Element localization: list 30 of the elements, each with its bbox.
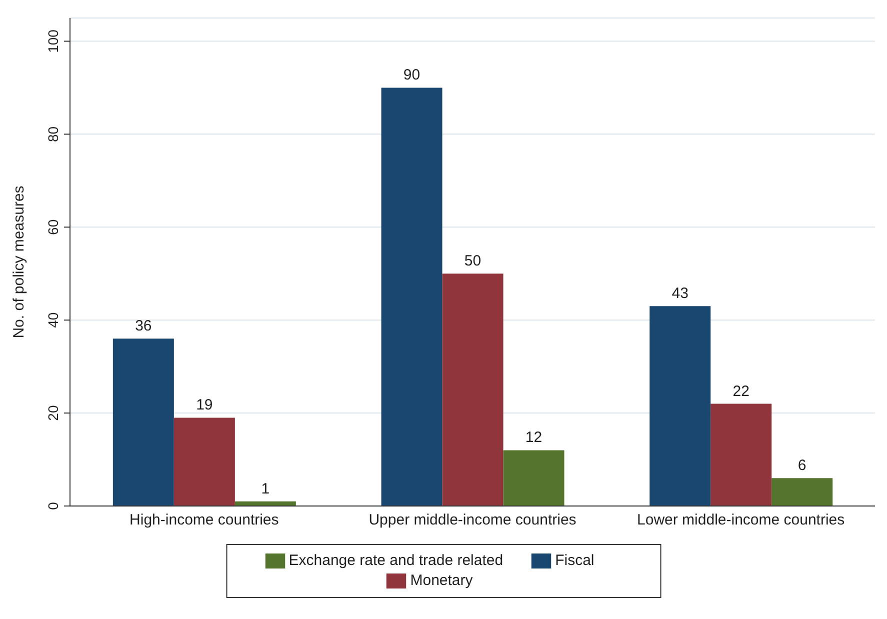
data-label: 50 — [464, 252, 482, 270]
data-label: 90 — [403, 66, 420, 84]
data-label: 6 — [798, 457, 806, 474]
y-tick-label: 20 — [45, 405, 61, 421]
data-label: 1 — [261, 480, 270, 498]
bar — [174, 418, 235, 506]
legend-label: Exchange rate and trade related — [288, 552, 504, 569]
y-tick-label: 80 — [45, 126, 61, 142]
bar — [772, 478, 833, 506]
y-tick-label: 100 — [45, 29, 61, 53]
data-label: 43 — [672, 285, 688, 302]
bar — [503, 450, 564, 506]
bar — [112, 338, 174, 506]
bar — [650, 306, 711, 506]
x-tick-label: Upper middle-income countries — [368, 512, 576, 529]
bar — [442, 274, 504, 506]
x-tick-label: High-income countries — [130, 512, 279, 529]
data-label: 19 — [196, 396, 213, 414]
legend-label: Fiscal — [555, 552, 594, 569]
data-label: 36 — [135, 318, 152, 335]
bar — [381, 88, 442, 506]
data-label: 12 — [525, 429, 542, 446]
y-tick-label: 60 — [45, 219, 61, 235]
bar — [710, 404, 772, 506]
legend-label: Monetary — [410, 572, 473, 589]
data-label: 22 — [732, 382, 750, 400]
y-axis-title: No. of policy measures — [10, 186, 28, 338]
x-tick-label: Lower middle-income countries — [637, 512, 845, 529]
y-tick-label: 0 — [45, 502, 61, 510]
y-tick-label: 40 — [45, 312, 61, 328]
